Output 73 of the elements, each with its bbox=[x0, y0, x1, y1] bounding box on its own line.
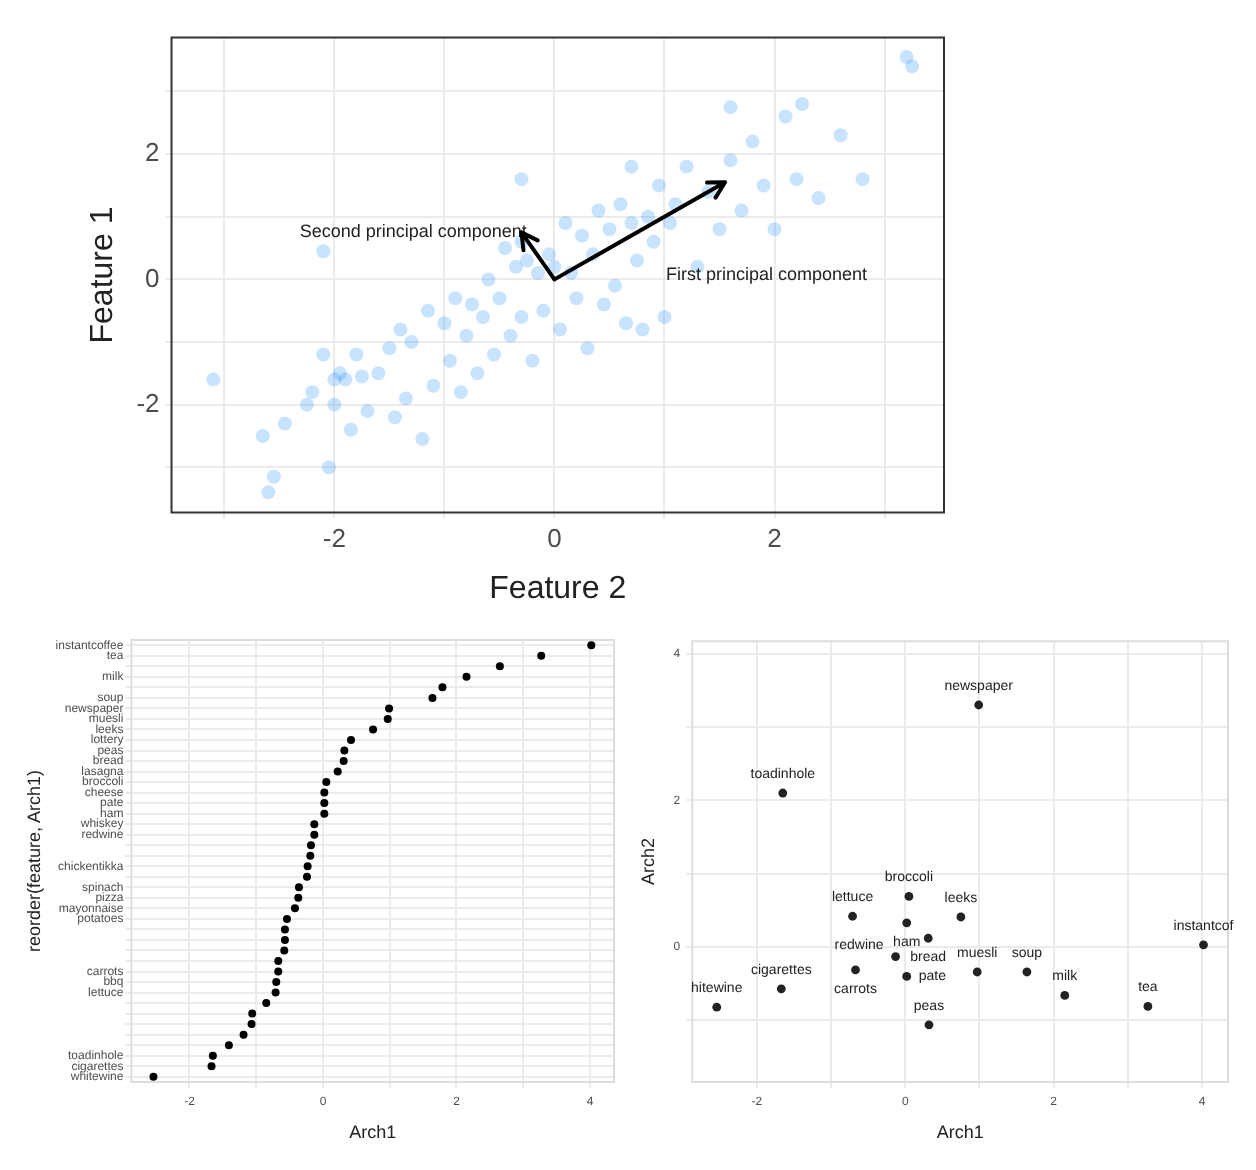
x-axis-title: Arch1 bbox=[349, 1122, 397, 1143]
x-axis-title: Feature 2 bbox=[489, 571, 627, 606]
point bbox=[248, 1009, 257, 1018]
point bbox=[239, 1030, 248, 1039]
point bbox=[428, 693, 437, 702]
point bbox=[306, 851, 315, 860]
point bbox=[851, 965, 860, 975]
point bbox=[904, 892, 914, 901]
annotation: First principal component bbox=[665, 263, 868, 284]
point bbox=[776, 984, 786, 994]
point bbox=[320, 788, 329, 797]
point bbox=[247, 1020, 256, 1029]
point bbox=[495, 662, 504, 671]
point bbox=[303, 862, 312, 871]
point bbox=[902, 971, 912, 981]
point bbox=[956, 912, 966, 922]
point bbox=[1199, 940, 1208, 950]
point bbox=[924, 1020, 934, 1030]
point bbox=[320, 809, 329, 818]
point bbox=[462, 672, 471, 681]
point bbox=[280, 925, 289, 934]
y-axis-title: reorder(feature, Arch1) bbox=[23, 769, 44, 953]
point bbox=[438, 683, 447, 692]
point bbox=[347, 735, 356, 744]
point bbox=[280, 935, 289, 944]
point bbox=[385, 704, 394, 713]
point bbox=[1060, 991, 1070, 1000]
y-tick-label: 2 bbox=[145, 137, 160, 168]
point bbox=[306, 841, 315, 850]
x-tick-label: 0 bbox=[547, 523, 562, 554]
x-tick-label: 2 bbox=[767, 523, 782, 554]
point bbox=[1143, 1002, 1153, 1011]
point bbox=[280, 946, 289, 955]
point bbox=[340, 746, 349, 755]
y-tick-label: -2 bbox=[136, 387, 160, 418]
point bbox=[310, 820, 319, 829]
point bbox=[274, 956, 283, 965]
point bbox=[208, 1051, 217, 1060]
point bbox=[271, 988, 280, 997]
point bbox=[339, 757, 348, 766]
point bbox=[290, 904, 299, 913]
point bbox=[320, 799, 329, 808]
point bbox=[848, 911, 857, 921]
point bbox=[972, 967, 982, 977]
x-tick-label: -2 bbox=[322, 523, 346, 554]
point bbox=[974, 700, 984, 710]
y-tick-label: 0 bbox=[145, 262, 160, 293]
point bbox=[224, 1041, 233, 1050]
point bbox=[333, 767, 342, 776]
point bbox=[262, 999, 271, 1008]
point bbox=[272, 978, 281, 987]
point bbox=[923, 933, 933, 943]
point bbox=[302, 872, 311, 881]
point bbox=[712, 1002, 722, 1012]
y-axis-title: Arch2 bbox=[637, 838, 658, 886]
point bbox=[902, 918, 912, 928]
point bbox=[537, 651, 546, 660]
point bbox=[294, 893, 303, 902]
point bbox=[149, 1072, 158, 1081]
point bbox=[322, 778, 331, 787]
point bbox=[282, 914, 291, 923]
point bbox=[274, 967, 283, 976]
point bbox=[294, 883, 303, 892]
point bbox=[1022, 967, 1032, 977]
point bbox=[891, 952, 900, 961]
y-axis-title: Feature 1 bbox=[86, 206, 121, 344]
point bbox=[383, 714, 392, 723]
point bbox=[369, 725, 378, 734]
point bbox=[778, 788, 788, 798]
x-axis-title: Arch1 bbox=[936, 1122, 984, 1143]
point bbox=[310, 830, 319, 839]
point bbox=[207, 1062, 216, 1071]
point bbox=[587, 641, 596, 650]
